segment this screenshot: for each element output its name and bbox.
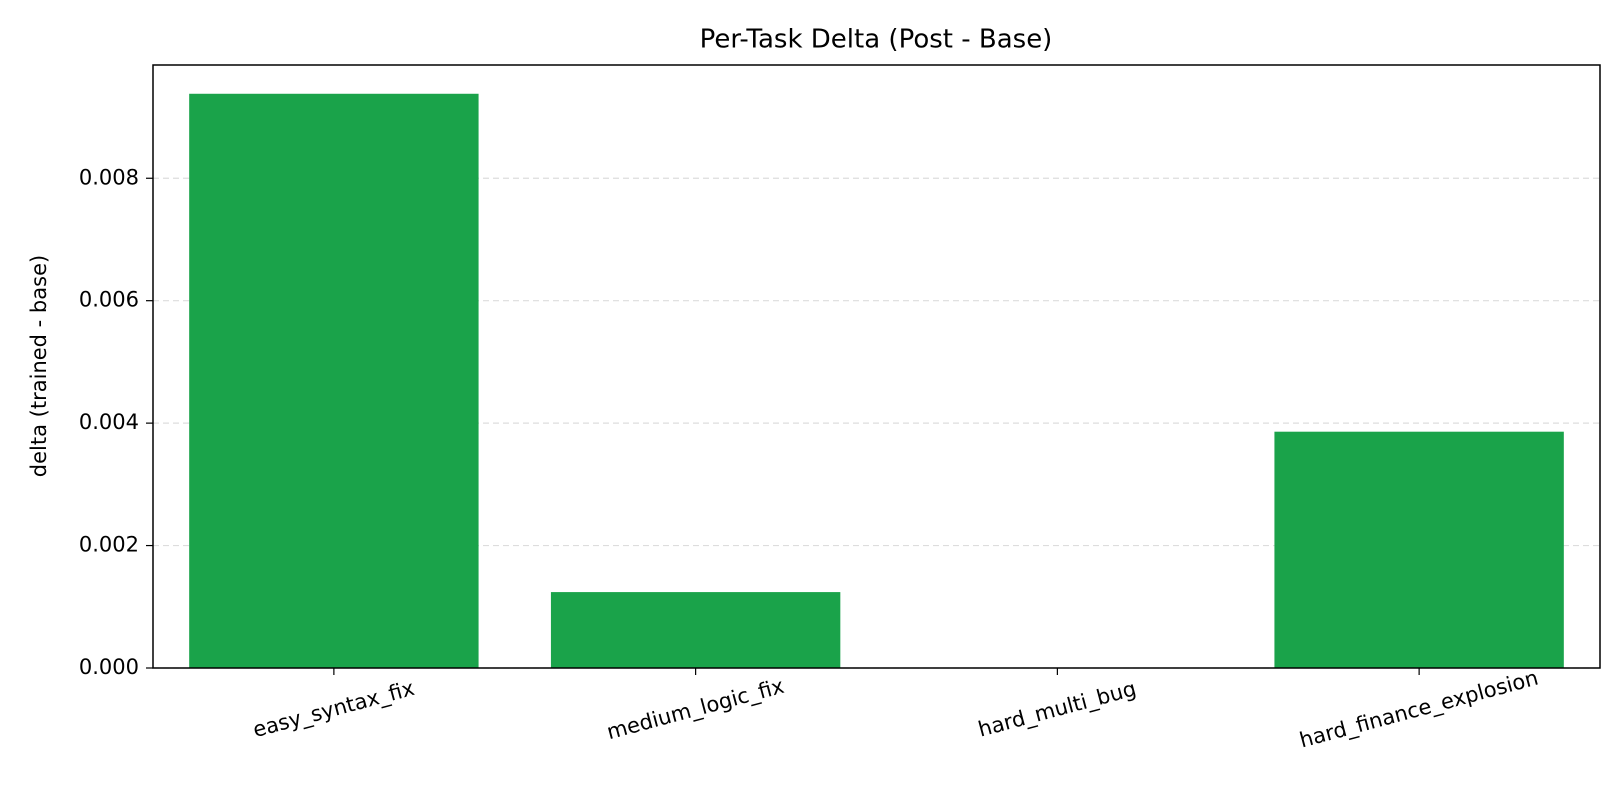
- y-tick-label: 0.006: [79, 288, 139, 312]
- y-tick-label: 0.002: [79, 533, 139, 557]
- x-tick-label: medium_logic_fix: [604, 674, 787, 745]
- y-tick-label: 0.008: [79, 165, 139, 189]
- x-tick-label: hard_finance_explosion: [1297, 666, 1541, 754]
- bar: [1274, 431, 1564, 668]
- x-tick-label: hard_multi_bug: [976, 676, 1139, 742]
- bar: [189, 93, 479, 669]
- y-axis-label: delta (trained - base): [27, 255, 51, 477]
- bar: [550, 592, 841, 668]
- x-tick-label: easy_syntax_fix: [250, 676, 417, 743]
- plot-frame: [152, 64, 1601, 669]
- y-tick-label: 0.000: [79, 655, 139, 679]
- chart-title: Per-Task Delta (Post - Base): [700, 25, 1053, 55]
- y-tick-label: 0.004: [79, 410, 139, 434]
